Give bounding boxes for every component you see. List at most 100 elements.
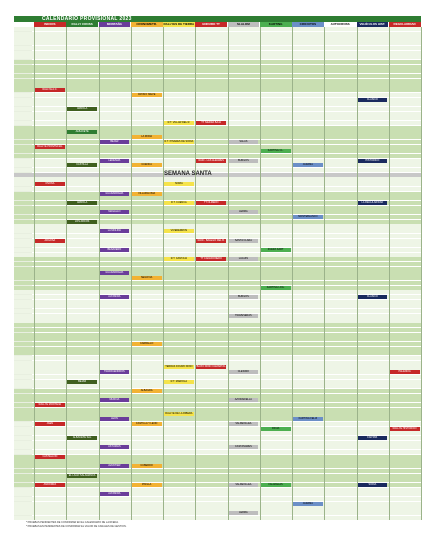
calendar-event[interactable]: TERRAS DOURO MIÑO (164, 365, 194, 370)
calendar-event[interactable]: TT SIERRA BAJA (196, 121, 226, 125)
calendar-row (14, 478, 421, 483)
column-divider (324, 27, 326, 520)
calendar-event[interactable]: ALBACETE (67, 130, 97, 135)
calendar-event[interactable]: TT CAÑADONERO (196, 257, 226, 262)
calendar-event[interactable]: JARAMA (293, 501, 323, 506)
calendar-event[interactable]: MURCIA (99, 398, 130, 403)
column-divider (34, 27, 35, 520)
calendar-event[interactable]: KARTING CL. (260, 149, 291, 154)
calendar-row (14, 398, 421, 403)
calendar-event[interactable]: LERMA (228, 511, 259, 516)
calendar-event[interactable]: RALLYE MONTAÑA (35, 403, 65, 407)
calendar-event[interactable]: ZUERA KART (260, 247, 291, 252)
calendar-event[interactable]: FALAKELAS (260, 482, 291, 487)
calendar-event[interactable]: BENAVERO (99, 247, 130, 252)
calendar-event[interactable]: MONTEBLANCO (293, 215, 323, 219)
calendar-event[interactable]: CRONO NIEVE (131, 92, 162, 97)
calendar-event[interactable]: ARGOSA (35, 238, 65, 243)
calendar-event[interactable]: LEON (99, 417, 130, 422)
calendar-row (14, 407, 421, 412)
calendar-event[interactable]: GUADARRAMA (99, 191, 130, 196)
column-divider (195, 27, 197, 520)
calendar-event[interactable]: LA MOLINA (99, 229, 130, 234)
column-header: AUTOCROSS (324, 22, 356, 27)
calendar-row (14, 182, 421, 187)
footnote-2: * PRUEBAS EN PENDIENTES DE CONFIRMAR EL … (26, 525, 127, 528)
calendar-event[interactable]: VILLAPALOMA (131, 191, 162, 196)
calendar-event[interactable]: SEGOVIA (131, 276, 162, 281)
calendar-event[interactable]: SANTA CLARA (228, 238, 259, 243)
calendar-event[interactable]: ARROLA (67, 106, 97, 111)
calendar-event[interactable]: SORIA (357, 482, 388, 487)
calendar-event[interactable]: CLÁSICO (357, 294, 388, 299)
calendar-event[interactable]: TT OLMEDO (196, 200, 226, 205)
calendar-event[interactable]: CASTILLA (67, 163, 97, 168)
calendar-event[interactable]: SORIA (164, 182, 194, 187)
calendar-event[interactable]: CASTELLON (35, 454, 65, 459)
calendar-row (14, 323, 421, 328)
calendar-event[interactable]: R.T. PINARES DE SORIA (164, 139, 194, 144)
calendar-event[interactable]: R.T. MARIOLA (164, 379, 194, 384)
calendar-event[interactable]: ALBAGRA (131, 388, 162, 393)
calendar-event[interactable]: RALLYE PROVINCIAL (35, 144, 65, 149)
calendar-event[interactable]: ASTURIAS (99, 445, 130, 450)
calendar-event[interactable]: BURGOS (228, 158, 259, 163)
calendar-event[interactable]: LA RODA (131, 135, 162, 140)
calendar-event[interactable]: RAID - BALEGO DEL B. (196, 238, 226, 243)
calendar-event[interactable]: AVANTIER (99, 464, 130, 469)
calendar-event[interactable]: LEDESMA (99, 158, 130, 163)
calendar-event[interactable]: CARBALLO (131, 341, 162, 346)
calendar-event[interactable]: CASTAÑARES (228, 445, 259, 450)
calendar-event[interactable]: CLESIMO (228, 370, 259, 375)
calendar-event[interactable]: PINILLA (131, 482, 162, 487)
calendar-event[interactable]: ALTAMIRA (99, 492, 130, 497)
calendar-event[interactable]: HISTÓRICO (357, 158, 388, 163)
calendar-event[interactable]: MAGALLO (99, 210, 130, 215)
calendar-event[interactable]: BAIXO MIÑO CAMARTAL (196, 365, 226, 370)
calendar-event[interactable]: TRAVESERAS (228, 313, 259, 318)
column-divider (227, 27, 229, 520)
calendar-event[interactable]: R.T. CANTAJA (164, 257, 194, 262)
calendar-event[interactable]: ALTAMIRA (99, 294, 130, 299)
calendar-event[interactable]: ALBACETE SAL (67, 435, 97, 440)
calendar-event[interactable]: RIOJA (260, 426, 291, 431)
calendar-event[interactable]: LERMA (228, 210, 259, 215)
calendar-event[interactable]: KARTING LOG. (260, 285, 291, 290)
calendar-event[interactable]: AZORADIELLA (228, 398, 259, 403)
calendar-event[interactable]: JARAMA (293, 163, 323, 168)
calendar-event[interactable]: LA REGULARIDAD (357, 200, 388, 205)
calendar-event[interactable]: VALDEOLLEA (228, 421, 259, 426)
calendar-event[interactable]: CLÁSICO (357, 97, 388, 102)
calendar-event[interactable]: RALLYE HISTÓRICO (389, 426, 420, 431)
calendar-row (14, 304, 421, 309)
calendar-event[interactable]: ARROLA (67, 200, 97, 205)
calendar-event[interactable]: RALLYE DE LA RIBERA (164, 412, 194, 417)
calendar-row (14, 403, 421, 408)
calendar-event[interactable]: R.T. CUENCA (164, 200, 194, 205)
calendar-event[interactable]: CUENCA (131, 163, 162, 168)
calendar-event[interactable]: KARTING FELIZ (293, 417, 323, 422)
calendar-event[interactable]: TRAPAUENDROS (99, 370, 130, 375)
calendar-event[interactable]: LAGUIN (228, 257, 259, 262)
calendar-event[interactable]: ANDORRA (35, 482, 65, 487)
calendar-event[interactable]: VALDEOLLEA (228, 482, 259, 487)
calendar-event[interactable]: EL LAGO SALAMANCA (67, 473, 97, 478)
calendar-event[interactable]: RALLYE A.C. (35, 88, 65, 93)
calendar-event[interactable]: SALAS (228, 139, 259, 144)
calendar-event[interactable]: CASTILLA Y LEÓN (131, 421, 162, 426)
calendar-event[interactable]: CUBERDO (131, 464, 162, 469)
calendar-row (14, 153, 421, 159)
calendar-event[interactable]: BEJAR (99, 139, 130, 144)
calendar-event[interactable]: OSONA (35, 182, 65, 187)
calendar-event[interactable]: BEJAR (67, 379, 97, 384)
calendar-event[interactable]: LOS ARCOS (67, 219, 97, 224)
calendar-event[interactable]: PALENCIA (389, 370, 420, 375)
calendar-event[interactable]: GUADARRAMA (99, 271, 130, 276)
column-header: INICIOS (34, 22, 66, 27)
calendar-event[interactable]: CANTAB. (357, 435, 388, 440)
calendar-event[interactable]: VIVEDERROS (164, 229, 194, 234)
calendar-event[interactable]: RAID - LAS ALEGRES (196, 158, 226, 163)
calendar-event[interactable]: R.T. VILLAR DEL R. (164, 121, 194, 125)
calendar-event[interactable]: JAÉN (35, 421, 65, 426)
calendar-event[interactable]: BURGOS (228, 294, 259, 299)
